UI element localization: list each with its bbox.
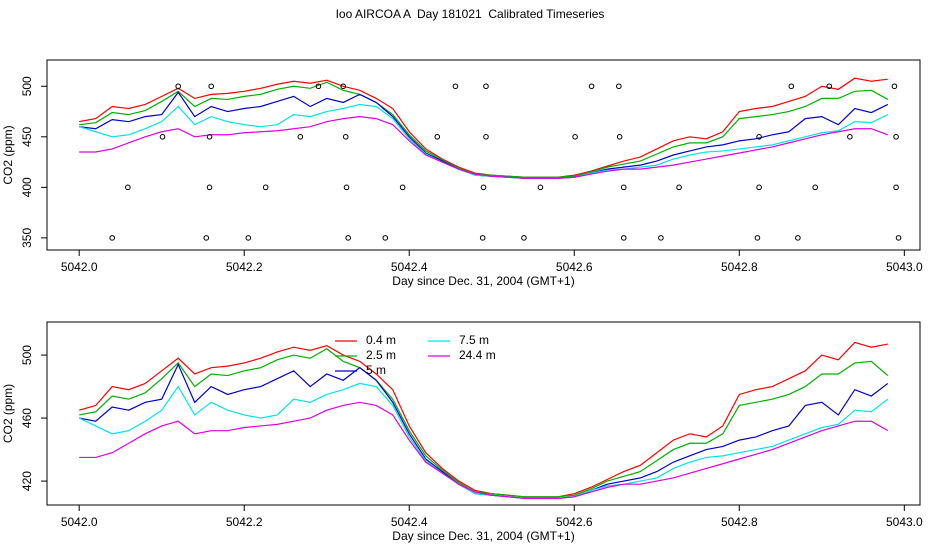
data-point (340, 83, 347, 90)
data-point (788, 83, 795, 90)
data-point (343, 184, 350, 191)
y-tick-label: 450 (20, 126, 34, 146)
x-tick-label: 5042.6 (556, 260, 593, 274)
x-tick-label: 5042.4 (391, 515, 428, 529)
data-point (399, 184, 406, 191)
x-axis-label: Day since Dec. 31, 2004 (GMT+1) (392, 274, 574, 288)
data-point (262, 184, 269, 191)
data-point (891, 83, 898, 90)
data-point (620, 235, 627, 241)
y-tick-label: 460 (20, 408, 34, 428)
data-point (658, 235, 664, 241)
data-point (795, 235, 801, 241)
series-line (78, 382, 889, 499)
series-line (79, 91, 889, 179)
data-point (159, 134, 166, 140)
x-tick-label: 5042.6 (556, 515, 593, 529)
data-point (480, 184, 487, 191)
data-point (125, 184, 131, 191)
x-tick-label: 5042.4 (391, 260, 428, 274)
x-tick-label: 5042.8 (721, 515, 758, 529)
data-point (847, 134, 853, 140)
y-tick-label: 350 (20, 228, 34, 248)
data-point (206, 184, 213, 191)
series-line (79, 401, 889, 499)
data-point (521, 235, 527, 241)
data-point (812, 184, 819, 191)
data-point (483, 134, 489, 140)
y-tick-label: 400 (20, 177, 34, 197)
plot-box (46, 321, 921, 506)
x-tick-label: 5042.0 (61, 515, 98, 529)
series-line (79, 77, 888, 178)
y-axis-label: CO2 (ppm) (1, 125, 15, 184)
data-point (345, 235, 351, 241)
data-point (206, 134, 213, 140)
x-tick-label: 5042.8 (721, 260, 758, 274)
x-tick-label: 5042.2 (226, 515, 263, 529)
data-point (616, 83, 622, 90)
data-point (895, 235, 902, 241)
data-point (756, 184, 762, 191)
data-point (109, 235, 115, 241)
data-point (479, 235, 486, 241)
data-point (676, 184, 682, 191)
data-point (382, 235, 389, 241)
data-point (893, 134, 899, 140)
data-point (483, 83, 489, 90)
data-point (754, 235, 761, 241)
legend-label: 0.4 m (366, 333, 396, 347)
legend-label: 5 m (366, 363, 386, 377)
plot-box (46, 59, 921, 251)
series-line (79, 115, 889, 179)
data-point (315, 83, 322, 90)
data-point (452, 83, 459, 90)
legend-label: 7.5 m (459, 333, 489, 347)
legend-label: 24.4 m (459, 348, 496, 362)
y-axis-label: CO2 (ppm) (1, 384, 15, 443)
x-tick-label: 5042.2 (226, 260, 263, 274)
series-line (79, 341, 888, 498)
data-point (826, 83, 833, 90)
data-point (245, 235, 252, 241)
series-line (79, 363, 889, 499)
x-tick-label: 5043.0 (886, 260, 923, 274)
data-point (616, 134, 623, 140)
x-tick-label: 5043.0 (886, 515, 923, 529)
legend-label: 2.5 m (366, 348, 396, 362)
data-point (434, 134, 441, 140)
data-point (537, 184, 544, 191)
data-point (572, 134, 578, 140)
data-point (893, 184, 899, 191)
data-point (203, 235, 210, 241)
data-point (208, 83, 215, 90)
series-line (79, 348, 889, 498)
x-axis-label: Day since Dec. 31, 2004 (GMT+1) (392, 529, 574, 543)
data-point (588, 83, 595, 90)
y-tick-label: 500 (20, 76, 34, 96)
data-point (175, 83, 181, 90)
y-tick-label: 500 (20, 345, 34, 365)
chart-title: Ioo AIRCOA A Day 181021 Calibrated Times… (336, 7, 605, 21)
x-tick-label: 5042.0 (61, 260, 98, 274)
data-point (756, 134, 762, 140)
data-point (620, 184, 627, 191)
y-tick-label: 420 (20, 471, 34, 491)
data-point (342, 134, 349, 140)
data-point (297, 134, 304, 140)
